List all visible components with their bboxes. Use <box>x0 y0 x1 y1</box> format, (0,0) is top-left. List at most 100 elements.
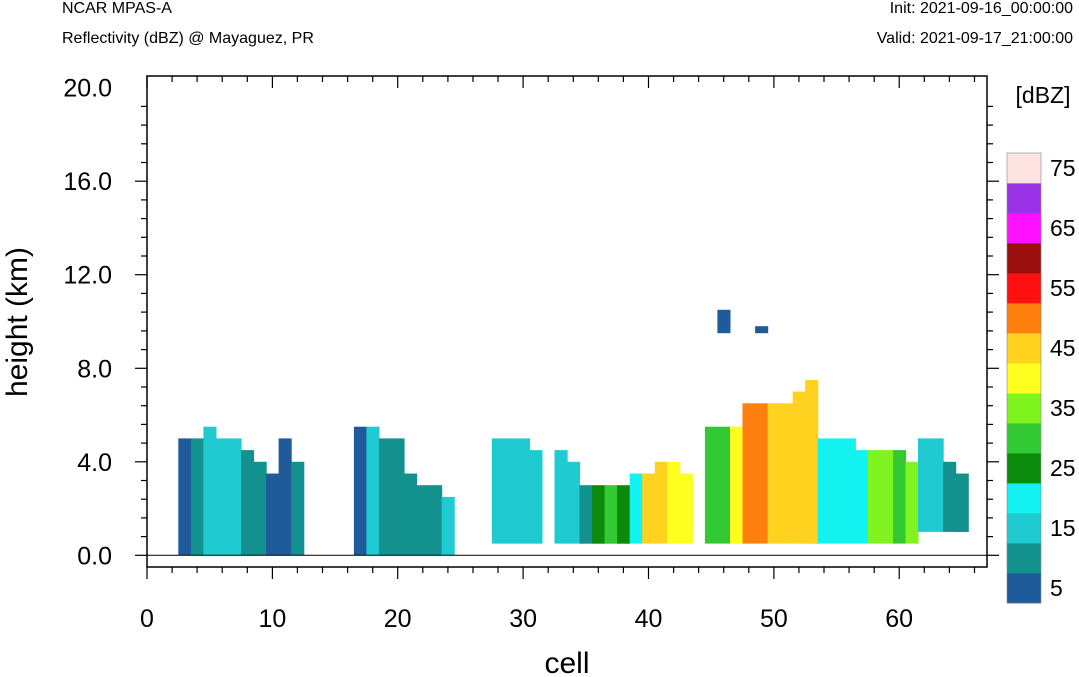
reflectivity-cell <box>529 450 543 544</box>
x-tick-label: 60 <box>885 605 913 633</box>
reflectivity-cell <box>717 309 731 334</box>
reflectivity-cell <box>930 438 944 532</box>
reflectivity-cell <box>629 473 643 544</box>
reflectivity-cell <box>604 485 618 544</box>
colorbar-swatch <box>1007 153 1041 184</box>
y-tick-label: 8.0 <box>77 355 112 383</box>
reflectivity-cell <box>918 438 932 532</box>
colorbar-swatch <box>1007 483 1041 514</box>
reflectivity-cell <box>516 438 530 544</box>
reflectivity-cell <box>943 461 957 532</box>
colorbar-swatch <box>1007 513 1041 544</box>
colorbar-swatch <box>1007 333 1041 364</box>
valid-time: Valid: 2021-09-17_21:00:00 <box>876 30 1073 47</box>
colorbar-swatch <box>1007 243 1041 274</box>
reflectivity-cell <box>717 426 731 544</box>
reflectivity-cell <box>955 473 969 532</box>
reflectivity-cell <box>353 426 367 556</box>
colorbar: 5 15 25 35 45 55 65 75 <box>1006 152 1076 604</box>
reflectivity-cell <box>441 496 455 556</box>
reflectivity-cell <box>830 438 844 544</box>
reflectivity-cell <box>817 438 831 544</box>
colorbar-swatch <box>1007 453 1041 484</box>
reflectivity-cell <box>291 461 305 556</box>
colorbar-border <box>1006 152 1042 604</box>
reflectivity-cell <box>730 426 744 544</box>
y-axis-label: height (km) <box>1 247 34 397</box>
colorbar-label: 75 <box>1050 155 1076 181</box>
y-tick-label: 20.0 <box>63 75 112 103</box>
colorbar-swatch <box>1007 423 1041 454</box>
colorbar-label: 5 <box>1050 575 1063 601</box>
reflectivity-cell <box>679 473 693 544</box>
colorbar-swatch <box>1007 393 1041 424</box>
reflectivity-cell <box>366 426 380 556</box>
field-title: Reflectivity (dBZ) @ Mayaguez, PR <box>62 30 314 47</box>
reflectivity-cell <box>216 438 230 556</box>
reflectivity-cell <box>491 438 505 544</box>
model-title: NCAR MPAS-A <box>62 0 172 17</box>
colorbar-swatch <box>1007 543 1041 574</box>
reflectivity-cell <box>429 485 443 556</box>
reflectivity-cell <box>567 461 581 544</box>
colorbar-label: 25 <box>1050 455 1076 481</box>
reflectivity-cell <box>704 426 718 544</box>
x-tick-label: 30 <box>509 605 537 633</box>
reflectivity-cell <box>228 438 242 556</box>
y-tick-label: 16.0 <box>63 168 112 196</box>
reflectivity-cell <box>805 380 819 544</box>
reflectivity-cell <box>654 461 668 544</box>
reflectivity-cell <box>855 450 869 544</box>
y-tick-label: 12.0 <box>63 262 112 290</box>
colorbar-swatch <box>1007 573 1041 604</box>
reflectivity-cell <box>378 438 392 556</box>
colorbar-unit-label: [dBZ] <box>1016 82 1071 108</box>
reflectivity-cell <box>755 326 769 334</box>
reflectivity-cell <box>880 450 894 544</box>
init-time: Init: 2021-09-16_00:00:00 <box>889 0 1073 17</box>
colorbar-swatch <box>1007 213 1041 244</box>
reflectivity-cell <box>178 438 192 556</box>
reflectivity-cell <box>792 391 806 544</box>
colorbar-swatch <box>1007 273 1041 304</box>
reflectivity-cell <box>203 426 217 556</box>
reflectivity-cells <box>178 309 969 556</box>
colorbar-label: 65 <box>1050 215 1076 241</box>
reflectivity-cell <box>617 485 631 544</box>
axis-tick-labels: 0 10 20 30 40 50 60 0.0 4.0 8.0 12.0 16.0 20.0 <box>63 75 913 633</box>
colorbar-swatch <box>1007 363 1041 394</box>
x-tick-label: 0 <box>140 605 154 633</box>
plot-frame <box>146 75 988 568</box>
reflectivity-cell <box>667 461 681 544</box>
reflectivity-cell <box>780 403 794 544</box>
reflectivity-cell <box>767 403 781 544</box>
x-tick-label: 40 <box>635 605 663 633</box>
reflectivity-cell <box>893 450 907 544</box>
colorbar-label: 45 <box>1050 335 1076 361</box>
x-tick-label: 20 <box>384 605 412 633</box>
reflectivity-cell <box>579 485 593 544</box>
axis-ticks <box>135 76 999 579</box>
y-tick-label: 0.0 <box>77 542 112 570</box>
reflectivity-cell <box>755 403 769 544</box>
reflectivity-cell <box>416 485 430 556</box>
reflectivity-cell <box>266 473 280 556</box>
reflectivity-cell <box>842 438 856 544</box>
reflectivity-cell <box>241 450 255 556</box>
reflectivity-cell <box>404 473 418 556</box>
reflectivity-cell <box>253 461 267 556</box>
colorbar-label: 15 <box>1050 515 1076 541</box>
colorbar-swatch <box>1007 183 1041 214</box>
reflectivity-cell <box>905 461 919 544</box>
x-tick-label: 10 <box>258 605 286 633</box>
reflectivity-cell <box>642 473 656 544</box>
reflectivity-cell <box>391 438 405 556</box>
plot-border <box>146 75 988 568</box>
y-tick-label: 4.0 <box>77 449 112 477</box>
reflectivity-cell <box>867 450 881 544</box>
reflectivity-cell <box>742 403 756 544</box>
reflectivity-cell <box>278 438 292 556</box>
x-tick-label: 50 <box>760 605 788 633</box>
x-axis-label: cell <box>544 647 589 677</box>
